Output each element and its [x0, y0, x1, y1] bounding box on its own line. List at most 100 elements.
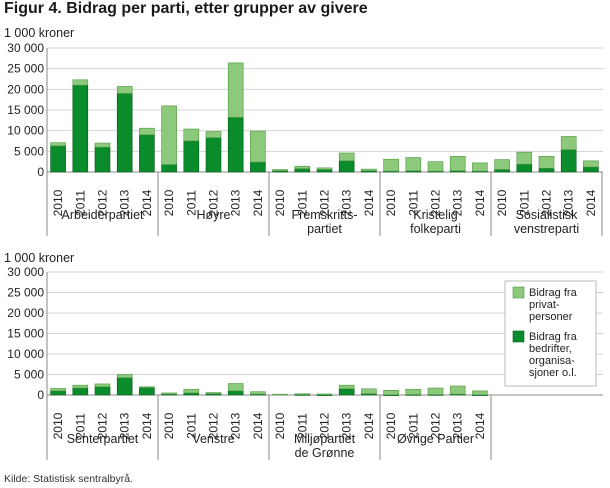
y-axis-unit-label: 1 000 kroner [4, 26, 74, 40]
bar-business [139, 134, 155, 173]
bar-business [205, 137, 222, 173]
bar-business [183, 140, 200, 173]
bar-private [50, 142, 66, 147]
year-tick-label: 2012 [207, 412, 221, 439]
bar-private [316, 393, 333, 396]
year-tick-label: 2013 [229, 189, 243, 216]
bar-private [272, 393, 288, 396]
bar-private [250, 391, 266, 395]
bar-private [161, 392, 177, 395]
year-tick-label: 2010 [495, 189, 509, 216]
bar-private [205, 392, 222, 395]
bar-private [227, 383, 244, 392]
year-tick-label: 2011 [73, 190, 87, 216]
y-tick-label: 25 000 [7, 286, 44, 300]
year-tick-label: 2014 [473, 412, 487, 439]
year-tick-label: 2010 [384, 412, 398, 439]
party-label: venstreparti [514, 222, 579, 236]
bar-business [583, 166, 599, 173]
year-tick-label: 2012 [318, 189, 332, 216]
party-label: Kristelig [413, 208, 458, 222]
year-tick-label: 2013 [451, 189, 465, 216]
source-note: Kilde: Statistisk sentralbyrå. [4, 473, 133, 485]
bar-private [405, 388, 422, 395]
bar-private [338, 384, 355, 390]
bar-private [294, 393, 311, 395]
legend-swatch-private [512, 286, 525, 299]
party-label: Miljøpartiet [294, 432, 356, 446]
year-tick-label: 2014 [140, 189, 154, 216]
party-label: Fremskritts- [292, 208, 358, 222]
bar-private [272, 169, 288, 172]
party-label: partiet [307, 222, 342, 236]
year-tick-label: 2010 [273, 189, 287, 216]
year-tick-label: 2011 [295, 190, 309, 216]
y-tick-label: 5 000 [14, 144, 44, 158]
bar-private [72, 384, 89, 389]
bar-business [94, 386, 111, 396]
year-tick-label: 2014 [362, 189, 376, 216]
bar-business [316, 169, 333, 173]
year-tick-label: 2011 [295, 413, 309, 439]
party-label: Sosialistisk [516, 208, 579, 222]
bar-private [427, 387, 444, 395]
year-tick-label: 2012 [429, 412, 443, 439]
y-tick-label: 10 000 [7, 347, 44, 361]
bar-private [583, 160, 599, 168]
year-tick-label: 2013 [340, 412, 354, 439]
bar-private [338, 152, 355, 162]
legend-label-private: personer [529, 311, 573, 323]
year-tick-label: 2014 [584, 189, 598, 216]
legend-label-business: sjoner o.l. [529, 367, 577, 379]
year-tick-label: 2013 [340, 189, 354, 216]
y-tick-label: 25 000 [7, 62, 44, 76]
bar-business [183, 392, 200, 396]
year-tick-label: 2014 [140, 412, 154, 439]
legend-label-private: privat- [529, 299, 560, 311]
year-tick-label: 2010 [51, 412, 65, 439]
party-label: Venstre [192, 432, 234, 446]
year-tick-label: 2013 [562, 189, 576, 216]
bar-business [538, 167, 555, 173]
bar-private [116, 86, 133, 94]
bar-private [50, 388, 66, 392]
bar-business [227, 117, 244, 173]
bar-private [472, 390, 488, 396]
year-tick-label: 2011 [73, 413, 87, 439]
legend-label-private: Bidrag fra [529, 287, 578, 299]
bar-business [72, 387, 89, 396]
bar-business [139, 387, 155, 396]
party-label: Senterpartiet [67, 432, 139, 446]
year-tick-label: 2010 [273, 412, 287, 439]
bar-private [250, 130, 266, 163]
y-tick-label: 0 [37, 388, 44, 402]
bar-business [72, 84, 89, 173]
bar-private [161, 105, 177, 165]
bar-business [560, 149, 577, 173]
bar-business [50, 145, 66, 173]
bar-business [294, 168, 311, 173]
bar-private [183, 388, 200, 394]
figure-title: Figur 4. Bidrag per parti, etter grupper… [4, 0, 368, 17]
bar-business [516, 163, 533, 173]
year-tick-label: 2010 [51, 189, 65, 216]
year-tick-label: 2013 [229, 412, 243, 439]
bar-business [116, 377, 133, 396]
bar-private [427, 161, 444, 172]
year-tick-label: 2011 [184, 190, 198, 216]
bar-private [116, 374, 133, 379]
year-tick-label: 2012 [96, 412, 110, 439]
year-tick-label: 2014 [251, 189, 265, 216]
y-tick-label: 15 000 [7, 103, 44, 117]
legend-label-business: Bidrag fra [529, 331, 578, 343]
bar-private [227, 62, 244, 118]
bar-business [94, 146, 111, 173]
bar-private [472, 162, 488, 172]
bar-private [94, 142, 111, 148]
bar-private [494, 159, 510, 170]
y-tick-label: 0 [37, 165, 44, 179]
bar-private [205, 131, 222, 138]
bar-business [494, 169, 510, 173]
